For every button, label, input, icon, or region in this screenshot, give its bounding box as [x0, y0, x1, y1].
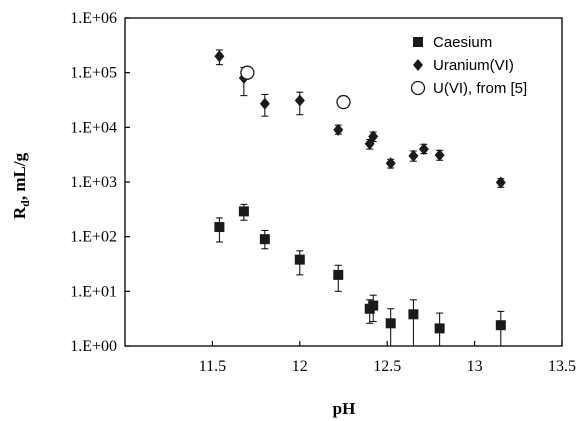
x-tick-label: 13 [467, 358, 483, 375]
x-tick-label: 11.5 [199, 358, 226, 375]
data-point-diamond [259, 97, 270, 110]
y-tick-label: 1.E+00 [70, 338, 117, 355]
y-axis-title-rest: , mL/g [10, 152, 29, 200]
data-point-circle-open [240, 65, 255, 80]
x-axis-title: pH [333, 399, 356, 418]
y-axis-title-sub: d [18, 200, 32, 207]
legend: Caesium Uranium(VI) U(VI), from [5] [410, 34, 527, 97]
legend-label: Uranium(VI) [433, 57, 514, 74]
y-axis-title-main: R [10, 206, 29, 219]
y-tick-label: 1.E+05 [70, 65, 117, 82]
y-axis-title: Rd, mL/g [10, 152, 32, 219]
data-point-square [214, 222, 225, 233]
legend-marker-square [413, 37, 423, 47]
data-point-square [434, 323, 445, 334]
data-point-diamond [434, 149, 445, 162]
legend-label: U(VI), from [5] [433, 80, 527, 97]
data-point-circle-open [336, 94, 351, 110]
data-point-square [385, 318, 396, 329]
y-tick-label: 1.E+04 [70, 119, 117, 136]
data-point-diamond [214, 50, 225, 63]
y-tick-label: 1.E+06 [70, 10, 117, 27]
data-point-square [333, 269, 344, 280]
y-tick-label: 1.E+03 [70, 174, 117, 191]
y-axis-ticks: 1.E+00 1.E+01 1.E+02 1.E+03 1.E+04 1.E+05 1.E+… [70, 10, 130, 355]
data-point-square [495, 320, 506, 331]
data-point-diamond [418, 143, 429, 156]
legend-marker-circle-open [410, 80, 426, 96]
data-markers [214, 50, 506, 334]
data-point-square [368, 300, 379, 311]
data-point-diamond [408, 149, 419, 162]
x-tick-label: 12.5 [373, 358, 401, 375]
y-tick-label: 1.E+02 [70, 229, 117, 246]
x-tick-label: 13.5 [548, 358, 576, 375]
data-point-square [259, 234, 270, 245]
data-point-diamond [385, 157, 396, 170]
x-tick-label: 12 [292, 358, 308, 375]
data-point-square [238, 206, 249, 217]
data-point-diamond [368, 130, 379, 143]
data-point-diamond [495, 176, 506, 189]
x-axis-ticks: 11.5 12 12.5 13 13.5 [199, 341, 576, 375]
data-point-square [294, 254, 305, 265]
y-tick-label: 1.E+01 [70, 283, 117, 300]
data-point-square [408, 309, 419, 320]
legend-marker-diamond [413, 59, 423, 71]
legend-label: Caesium [433, 34, 492, 51]
data-point-diamond [294, 94, 305, 107]
data-point-diamond [333, 123, 344, 136]
